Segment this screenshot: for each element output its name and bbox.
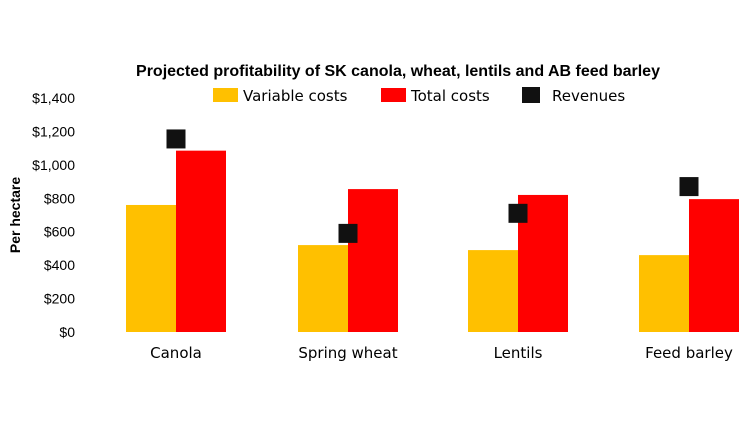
- legend-label: Revenues: [552, 87, 625, 105]
- y-tick-label: $200: [44, 291, 75, 307]
- bar-variable-costs: [468, 250, 518, 332]
- y-tick-label: $1,200: [32, 123, 75, 139]
- bar-variable-costs: [126, 204, 176, 332]
- category-label: Canola: [150, 344, 202, 362]
- legend-swatch: [522, 87, 540, 103]
- revenue-markers: [166, 129, 699, 243]
- y-axis-label: Per hectare: [7, 177, 23, 253]
- bar-variable-costs: [639, 255, 689, 332]
- bar-total-costs: [176, 150, 226, 332]
- category-label: Feed barley: [645, 344, 733, 362]
- legend: Variable costs Total costs Revenues: [213, 87, 625, 105]
- bar-variable-costs: [298, 245, 348, 332]
- legend-swatch: [381, 88, 406, 102]
- y-axis-ticks: $0 $200 $400 $600 $800 $1,000 $1,200 $1,400: [32, 90, 75, 340]
- chart-title: Projected profitability of SK canola, wh…: [136, 63, 660, 80]
- revenue-marker: [166, 129, 186, 149]
- category-label: Spring wheat: [298, 344, 397, 362]
- bars: [126, 150, 739, 332]
- category-label: Lentils: [494, 344, 543, 362]
- revenue-marker: [338, 223, 358, 243]
- y-tick-label: $1,000: [32, 157, 75, 173]
- category-labels: Canola Spring wheat Lentils Feed barley: [150, 344, 733, 362]
- revenue-marker: [679, 177, 699, 197]
- y-tick-label: $800: [44, 190, 75, 206]
- y-tick-label: $1,400: [32, 90, 75, 106]
- bar-total-costs: [348, 189, 398, 332]
- revenue-marker: [508, 203, 528, 223]
- y-tick-label: $0: [59, 324, 75, 340]
- y-tick-label: $400: [44, 257, 75, 273]
- bar-total-costs: [689, 199, 739, 332]
- y-tick-label: $600: [44, 224, 75, 240]
- legend-swatch: [213, 88, 238, 102]
- legend-label: Variable costs: [243, 87, 348, 105]
- legend-label: Total costs: [410, 87, 490, 105]
